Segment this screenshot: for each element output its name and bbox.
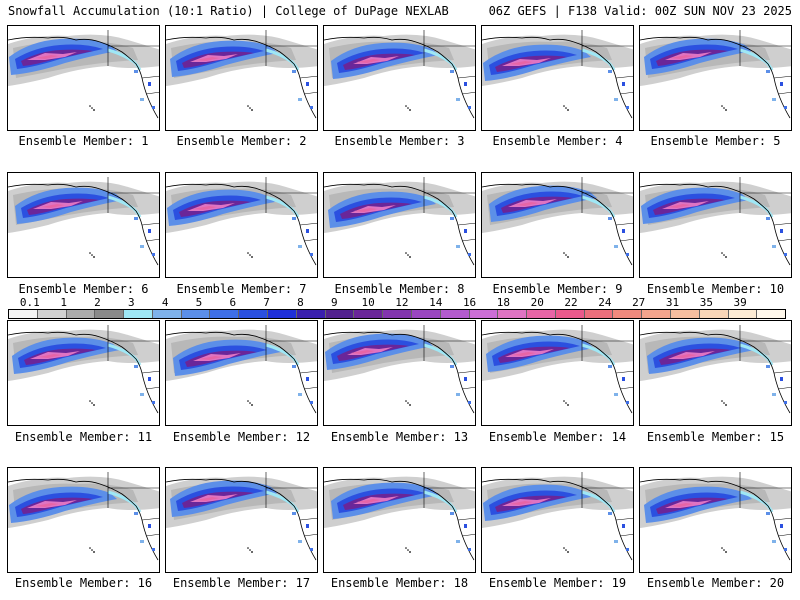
legend-tick: 39 — [733, 296, 747, 309]
snowfall-color-legend — [8, 309, 786, 319]
ensemble-member-label: Ensemble Member: 9 — [492, 282, 623, 296]
legend-tick: 16 — [462, 296, 477, 309]
ensemble-member-label: Ensemble Member: 2 — [176, 134, 307, 148]
legend-swatch — [296, 310, 326, 318]
legend-swatch — [152, 310, 182, 318]
ensemble-member-map — [639, 172, 792, 278]
legend-tick: 20 — [530, 296, 544, 309]
legend-swatch — [757, 310, 786, 318]
ensemble-member-map — [165, 172, 318, 278]
ensemble-member-label: Ensemble Member: 7 — [176, 282, 307, 296]
ensemble-member-label: Ensemble Member: 11 — [14, 430, 153, 444]
ensemble-member-label: Ensemble Member: 10 — [646, 282, 785, 296]
legend-swatch — [555, 310, 585, 318]
legend-tick: 9 — [330, 296, 338, 309]
ensemble-member-map — [323, 320, 476, 426]
ensemble-member-label: Ensemble Member: 5 — [650, 134, 781, 148]
legend-tick: 31 — [665, 296, 680, 309]
legend-swatch — [239, 310, 269, 318]
legend-tick: 24 — [598, 296, 612, 309]
legend-tick: 10 — [361, 296, 375, 309]
ensemble-member-map — [323, 25, 476, 131]
ensemble-member-label: Ensemble Member: 4 — [492, 134, 623, 148]
legend-swatch — [527, 310, 556, 318]
legend-tick: 27 — [632, 296, 646, 309]
ensemble-member-map — [481, 25, 634, 131]
legend-swatch — [268, 310, 297, 318]
ensemble-member-label: Ensemble Member: 20 — [646, 576, 785, 590]
legend-tick: 22 — [564, 296, 578, 309]
ensemble-member-map — [323, 172, 476, 278]
ensemble-member-label: Ensemble Member: 12 — [172, 430, 311, 444]
ensemble-member-map — [7, 467, 160, 573]
legend-swatch — [354, 310, 384, 318]
ensemble-member-map — [165, 320, 318, 426]
legend-tick-labels: 0.1 1 2 3 4 5 6 7 8 9 10 12 14 16 18 20 22 24 27 31 35 39 — [8, 296, 786, 309]
legend-tick: 5 — [195, 296, 203, 309]
ensemble-member-map — [639, 25, 792, 131]
ensemble-member-label: Ensemble Member: 17 — [172, 576, 311, 590]
ensemble-member-label: Ensemble Member: 14 — [488, 430, 627, 444]
legend-swatch — [411, 310, 441, 318]
legend-swatch — [66, 310, 96, 318]
legend-tick: 6 — [229, 296, 237, 309]
legend-swatch — [210, 310, 240, 318]
legend-tick: 3 — [127, 296, 135, 309]
legend-tick: 4 — [161, 296, 169, 309]
legend-tick: 2 — [94, 296, 101, 309]
legend-swatch — [95, 310, 125, 318]
legend-swatch — [440, 310, 470, 318]
legend-swatch — [37, 310, 67, 318]
legend-tick: 14 — [429, 296, 443, 309]
legend-swatch — [613, 310, 643, 318]
legend-swatch — [325, 310, 355, 318]
legend-swatch — [181, 310, 211, 318]
legend-swatch — [728, 310, 758, 318]
ensemble-member-label: Ensemble Member: 18 — [330, 576, 469, 590]
ensemble-member-label: Ensemble Member: 8 — [334, 282, 465, 296]
ensemble-member-label: Ensemble Member: 6 — [18, 282, 149, 296]
map-title: Snowfall Accumulation (10:1 Ratio) | Col… — [8, 4, 449, 18]
legend-tick: 12 — [395, 296, 409, 309]
ensemble-member-label: Ensemble Member: 16 — [14, 576, 153, 590]
legend-tick: 8 — [297, 296, 304, 309]
legend-swatch — [584, 310, 614, 318]
ensemble-member-map — [7, 172, 160, 278]
ensemble-member-map — [7, 320, 160, 426]
ensemble-member-label: Ensemble Member: 15 — [646, 430, 785, 444]
legend-swatch — [383, 310, 412, 318]
model-run-info: 06Z GEFS | F138 Valid: 00Z SUN NOV 23 20… — [488, 4, 792, 18]
legend-swatch — [670, 310, 700, 318]
ensemble-member-map — [481, 172, 634, 278]
legend-swatch — [699, 310, 729, 318]
ensemble-member-map — [323, 467, 476, 573]
ensemble-member-map — [481, 467, 634, 573]
ensemble-member-label: Ensemble Member: 13 — [330, 430, 469, 444]
legend-tick: 18 — [496, 296, 511, 309]
legend-swatch — [642, 310, 671, 318]
ensemble-member-map — [165, 25, 318, 131]
legend-swatch — [498, 310, 528, 318]
ensemble-member-map — [7, 25, 160, 131]
legend-tick: 0.1 — [19, 296, 40, 309]
ensemble-member-map — [165, 467, 318, 573]
legend-tick: 7 — [263, 296, 270, 309]
legend-swatch — [124, 310, 153, 318]
legend-swatch — [469, 310, 499, 318]
ensemble-member-label: Ensemble Member: 1 — [18, 134, 149, 148]
ensemble-member-label: Ensemble Member: 19 — [488, 576, 627, 590]
legend-tick: 35 — [699, 296, 713, 309]
ensemble-member-label: Ensemble Member: 3 — [334, 134, 465, 148]
ensemble-member-map — [639, 467, 792, 573]
legend-tick: 1 — [60, 296, 67, 309]
legend-swatch — [9, 310, 38, 318]
ensemble-member-map — [639, 320, 792, 426]
ensemble-member-map — [481, 320, 634, 426]
